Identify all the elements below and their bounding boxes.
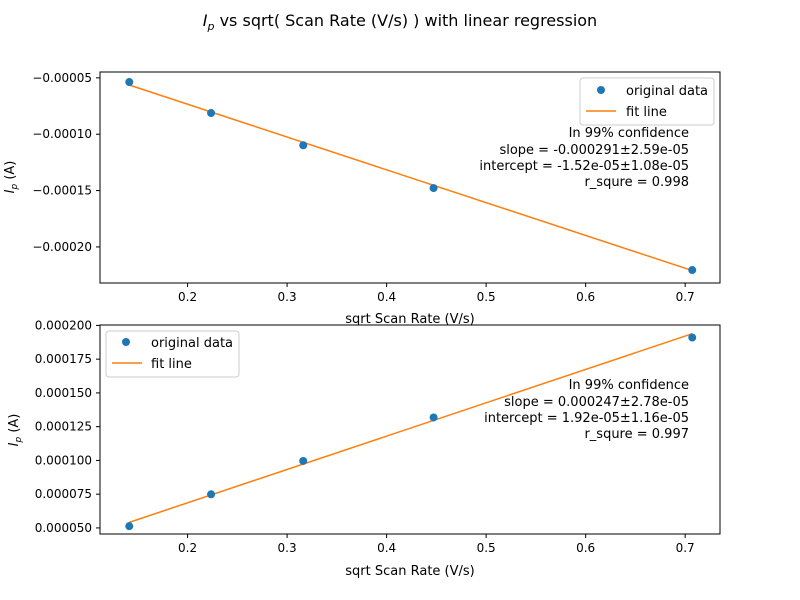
top-annotation: In 99% confidence slope = -0.000291±2.59… [479,126,689,190]
top-x-tick-label: 0.4 [377,290,396,304]
bottom-x-ticks: 0.2 0.3 0.4 0.5 0.6 0.7 [178,534,695,555]
bottom-x-tick-label: 0.2 [178,541,197,555]
top-annotation-line-4: r_squre = 0.998 [584,175,689,190]
top-x-tick-label: 0.7 [676,290,695,304]
top-data-point [207,109,216,118]
top-ylabel-subscript: p [10,184,20,191]
bottom-ylabel-unit: (A) [7,414,22,437]
top-annotation-line-2: slope = -0.000291±2.59e-05 [499,143,689,158]
bottom-x-tick-label: 0.5 [477,541,496,555]
bottom-panel: 0.2 0.3 0.4 0.5 0.6 0.7 0.0000500.0000750.000… [7,318,721,579]
figure-title: Ip vs sqrt( Scan Rate (V/s) ) with linea… [203,11,597,33]
top-ylabel-unit: (A) [3,161,18,184]
bottom-annotation-line-1: In 99% confidence [569,378,689,393]
bottom-y-axis-label: Ip (A) [7,414,24,447]
bottom-x-tick-label: 0.4 [377,541,396,555]
top-fit-line [129,84,693,272]
bottom-y-tick-label: 0.000175 [35,352,92,366]
top-legend: original data fit line [579,77,715,126]
top-x-tick-label: 0.2 [178,290,197,304]
top-ylabel-symbol: I [3,189,18,193]
bottom-fit-line [129,332,693,524]
bottom-legend-label-fit: fit line [151,357,192,372]
bottom-legend: original data fit line [105,330,240,378]
top-y-ticks: −0.00005 −0.00010 −0.00015 −0.00020 [32,71,100,254]
top-data-point [688,266,697,275]
top-y-tick-label: −0.00005 [32,71,92,85]
top-y-axis-label: Ip (A) [3,161,20,194]
top-x-tick-label: 0.3 [278,290,297,304]
top-panel: 0.2 0.3 0.4 0.5 0.6 0.7 −0.00005−0.00010−0.00… [3,71,721,327]
bottom-data-point [299,456,308,465]
bottom-x-tick-label: 0.3 [278,541,297,555]
bottom-y-tick-label: 0.000150 [35,386,92,400]
top-x-axis-label: sqrt Scan Rate (V/s) [345,312,474,327]
bottom-ylabel-symbol: I [7,442,22,446]
top-legend-box [579,77,715,126]
bottom-annotation: In 99% confidence slope = 0.000247±2.78e… [484,378,689,442]
bottom-legend-label-data: original data [151,336,233,351]
bottom-y-tick-label: 0.000200 [35,318,92,332]
top-y-tick-label: −0.00015 [32,184,92,198]
bottom-annotation-line-4: r_squre = 0.997 [584,427,689,442]
bottom-marks [125,332,697,531]
bottom-y-tick-label: 0.000050 [35,521,92,535]
bottom-legend-box [105,330,240,378]
top-x-ticks: 0.2 0.3 0.4 0.5 0.6 0.7 [178,283,695,304]
top-y-tick-label: −0.00010 [32,127,92,141]
top-legend-label-fit: fit line [626,105,667,120]
bottom-data-point [125,522,134,531]
bottom-data-point [207,490,216,499]
top-x-tick-label: 0.5 [477,290,496,304]
title-subscript: p [207,20,215,33]
top-x-tick-label: 0.6 [576,290,595,304]
bottom-legend-marker-data [122,338,130,346]
bottom-y-tick-label: 0.000075 [35,487,92,501]
bottom-y-tick-label: 0.000125 [35,420,92,434]
bottom-data-point [688,333,697,342]
top-annotation-line-3: intercept = -1.52e-05±1.08e-05 [479,159,689,174]
top-data-point [299,141,308,150]
top-legend-label-data: original data [626,84,708,99]
top-marks [125,78,697,275]
bottom-y-ticks: 0.000050 0.000075 0.000100 0.000125 0.000150… [35,318,100,535]
top-data-point [125,78,134,87]
top-legend-marker-data [597,86,605,94]
title-rest: vs sqrt( Scan Rate (V/s) ) with linear r… [215,11,598,30]
bottom-y-tick-label: 0.000100 [35,453,92,467]
title-symbol: I [203,11,208,30]
top-data-point [429,184,438,193]
bottom-x-tick-label: 0.7 [676,541,695,555]
bottom-x-axis-label: sqrt Scan Rate (V/s) [345,564,474,579]
top-annotation-line-1: In 99% confidence [569,126,689,141]
bottom-annotation-line-2: slope = 0.000247±2.78e-05 [504,395,689,410]
bottom-data-point [429,413,438,422]
bottom-ylabel-subscript: p [14,437,24,444]
top-y-tick-label: −0.00020 [32,240,92,254]
bottom-x-tick-label: 0.6 [576,541,595,555]
bottom-annotation-line-3: intercept = 1.92e-05±1.16e-05 [484,411,689,426]
